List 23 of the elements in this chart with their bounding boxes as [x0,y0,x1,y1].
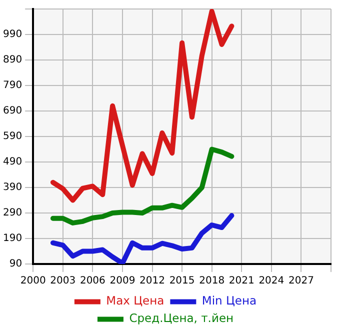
y-tick-label: 890 [2,54,22,66]
x-tick-label: 2012 [140,276,165,287]
x-tick-label: 2024 [258,276,284,287]
y-tick-label: 690 [2,106,22,117]
y-tick-label: 290 [2,208,22,219]
y-tick-label: 790 [2,80,22,92]
y-tick-label: 990 [2,29,22,40]
legend-label: Сред.Цена, т.йен [129,311,234,326]
legend-label: Max Цена [106,294,164,308]
x-tick-label: 2018 [199,276,225,287]
x-tick-label: 2021 [228,276,254,287]
y-tick-label: 490 [2,156,22,168]
x-tick-label: 2006 [80,276,106,287]
y-tick-label: 390 [2,182,22,194]
x-tick-label: 2009 [110,276,136,287]
x-tick-label: 2027 [288,276,314,287]
x-tick-label: 2003 [50,276,76,287]
y-tick-label: 590 [2,131,22,142]
y-tick-label: 90 [9,258,22,270]
legend-label: Min Цена [202,294,257,308]
x-tick-label: 2000 [20,276,46,287]
x-tick-label: 2015 [169,276,195,287]
y-tick-label: 190 [2,233,22,244]
